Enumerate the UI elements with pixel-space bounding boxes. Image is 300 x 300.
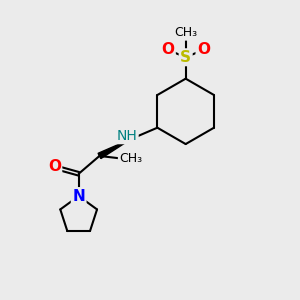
- Polygon shape: [98, 139, 131, 159]
- Text: NH: NH: [117, 129, 137, 143]
- Text: O: O: [197, 42, 210, 57]
- Text: O: O: [161, 42, 174, 57]
- Text: N: N: [72, 189, 85, 204]
- Text: CH₃: CH₃: [119, 152, 142, 165]
- Text: O: O: [48, 159, 61, 174]
- Text: S: S: [180, 50, 191, 65]
- Text: CH₃: CH₃: [174, 26, 197, 39]
